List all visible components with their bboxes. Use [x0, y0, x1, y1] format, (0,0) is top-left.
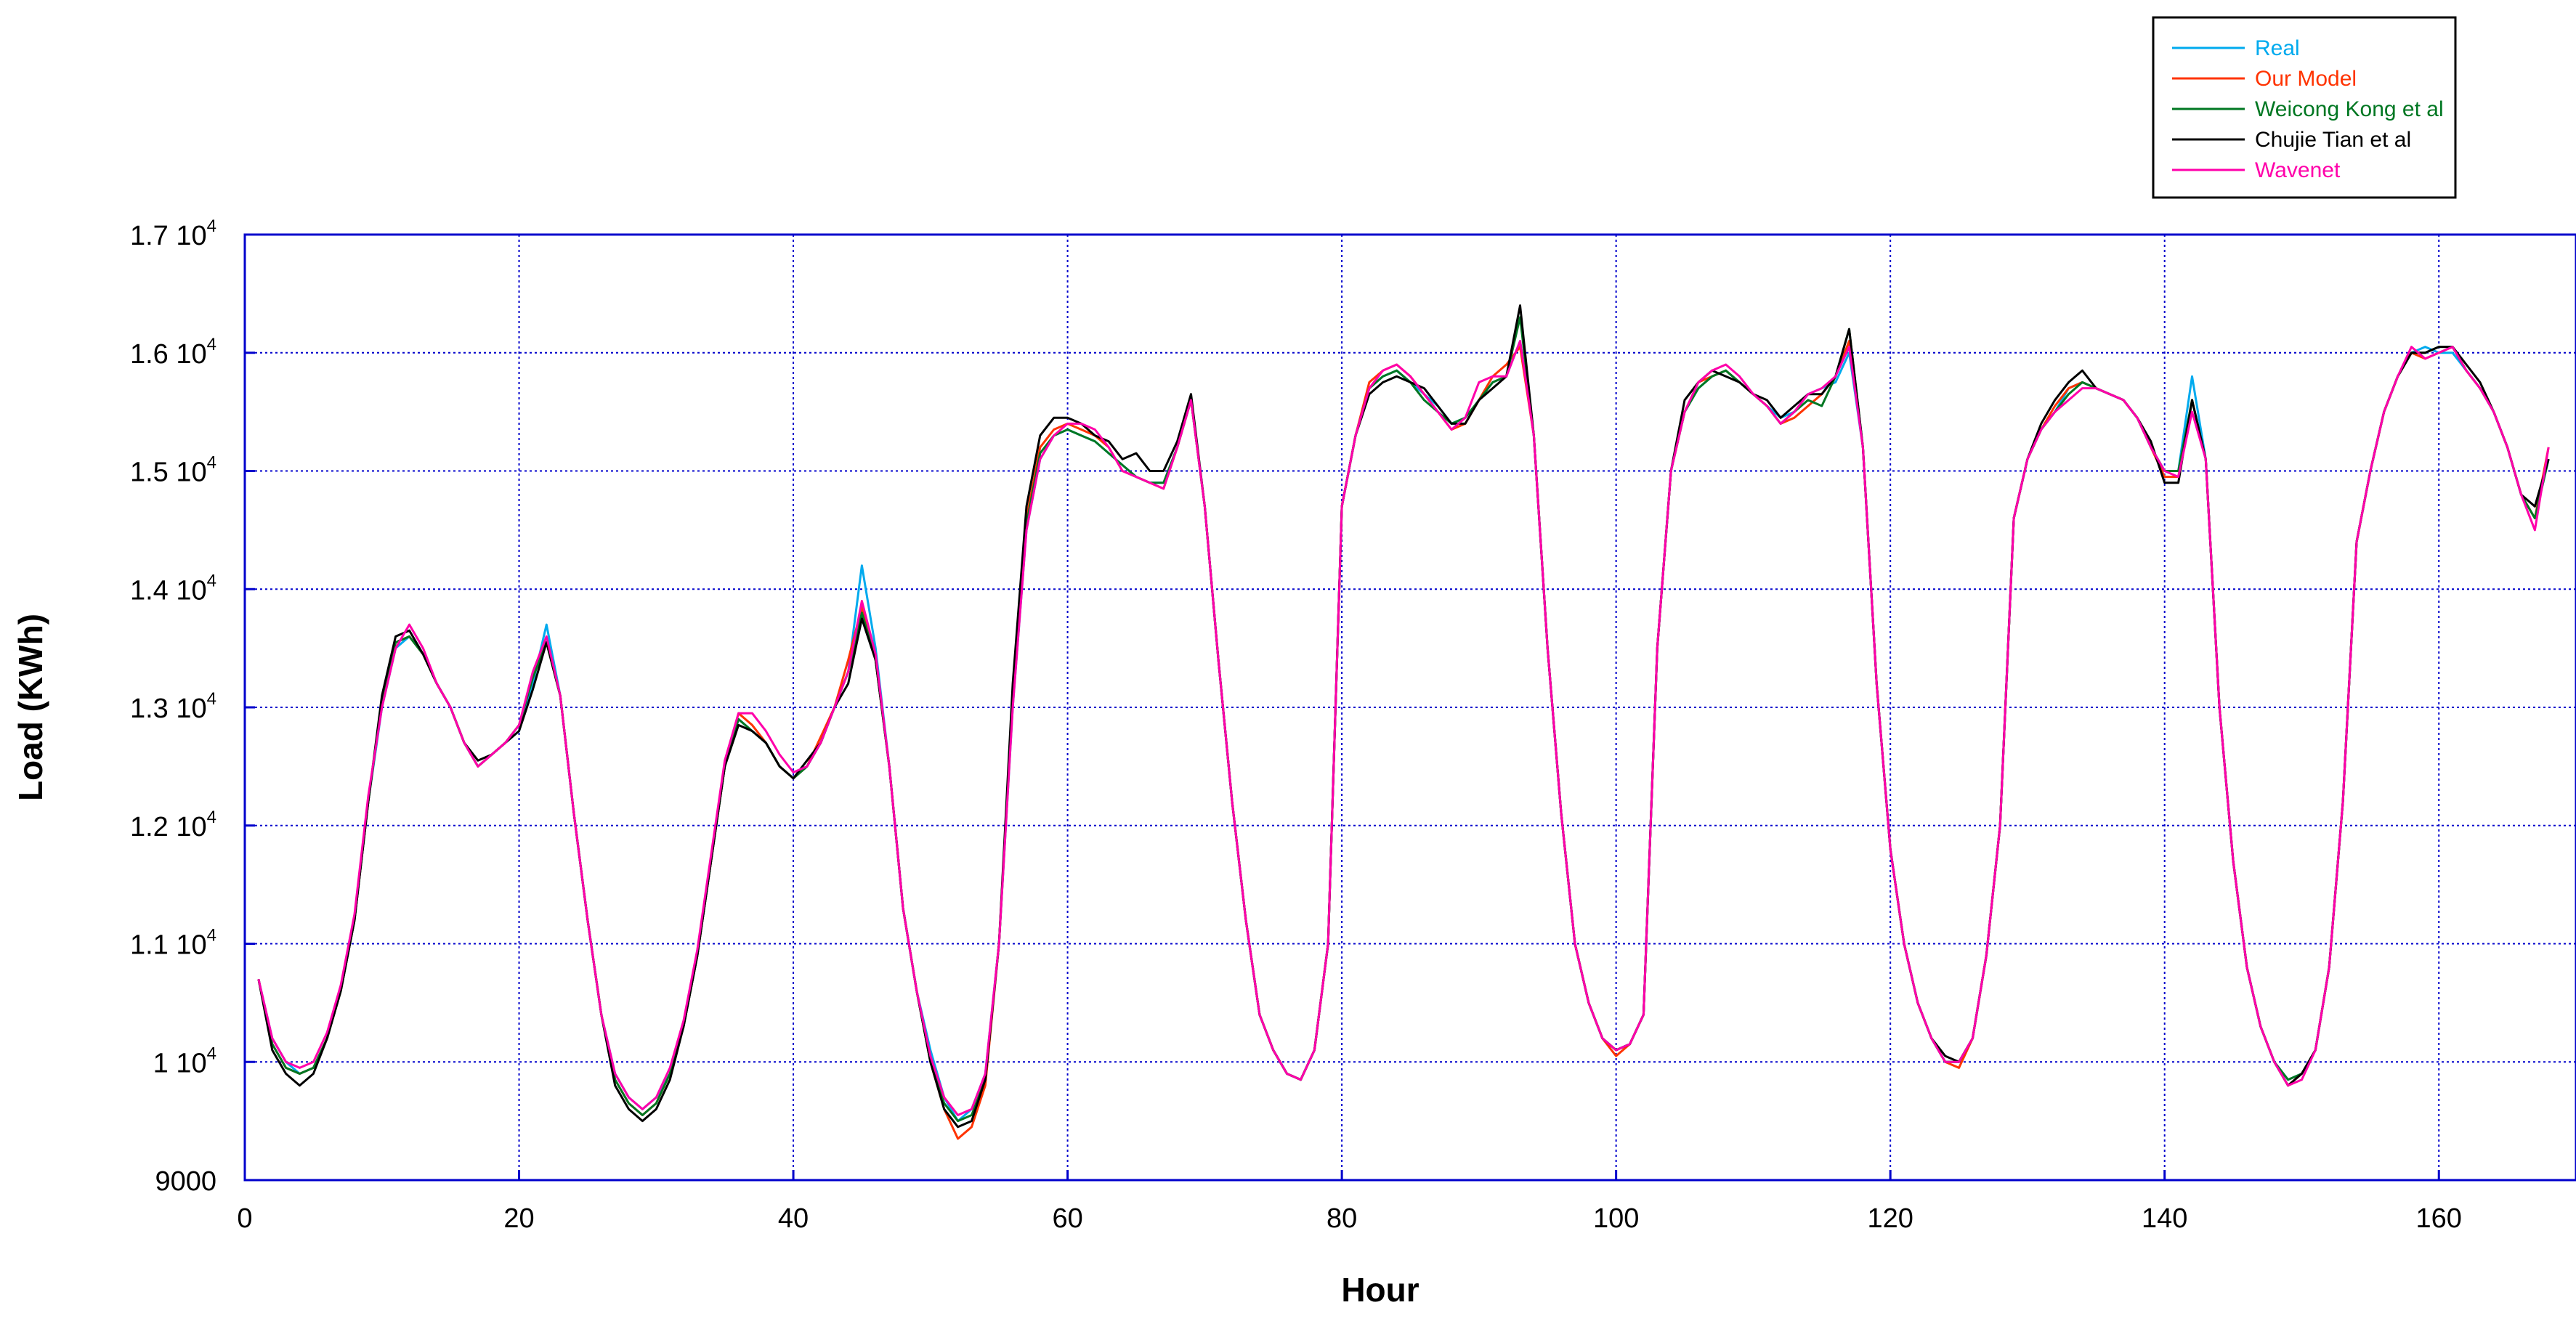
y-tick-label: 1.2 104	[130, 808, 216, 842]
legend-label: Our Model	[2255, 67, 2357, 91]
legend-label: Real	[2255, 36, 2300, 60]
y-tick-labels: 9000 1 104 1.1 104 1.2 104 1.3 104 1.4 104 1.5…	[130, 216, 216, 1197]
y-tick-label: 1 104	[153, 1044, 216, 1078]
y-tick-label: 1.3 104	[130, 689, 216, 724]
x-tick-label: 0	[237, 1203, 252, 1234]
x-tick-label: 100	[1593, 1203, 1639, 1234]
legend-items: Real Our Model Weicong Kong et al Chujie Ti…	[2172, 36, 2444, 182]
x-tick-label: 60	[1052, 1203, 1082, 1234]
legend-label: Chujie Tian et al	[2255, 128, 2411, 152]
legend-label: Weicong Kong et al	[2255, 97, 2444, 121]
legend: Real Our Model Weicong Kong et al Chujie Ti…	[2152, 16, 2457, 199]
y-tick-label: 1.5 104	[130, 453, 216, 488]
y-tick-label: 1.1 104	[130, 926, 216, 961]
x-tick-label: 120	[1867, 1203, 1913, 1234]
x-tick-label: 20	[503, 1203, 534, 1234]
series-lines	[257, 304, 2550, 1140]
x-tick-label: 140	[2142, 1203, 2187, 1234]
y-tick-label: 1.4 104	[130, 571, 216, 606]
plot-frame	[243, 233, 2576, 1182]
x-tick-labels: 0 20 40 60 80 100 120 140 160	[237, 1203, 2462, 1234]
series-line-wavenet	[257, 340, 2550, 1116]
legend-label: Wavenet	[2255, 158, 2341, 182]
y-tick-label: 1.6 104	[130, 335, 216, 370]
x-tick-label: 40	[778, 1203, 809, 1234]
series-line-chujie-tian-et-al	[257, 304, 2550, 1129]
series-line-weicong-kong-et-al	[257, 316, 2550, 1123]
x-axis-title: Hour	[1341, 1271, 1419, 1309]
y-axis-title: Load (KWh)	[12, 614, 49, 801]
y-tick-label: 9000	[155, 1166, 216, 1197]
y-tick-label: 1.7 104	[130, 216, 216, 251]
x-tick-label: 80	[1327, 1203, 1357, 1234]
x-tick-label: 160	[2416, 1203, 2462, 1234]
